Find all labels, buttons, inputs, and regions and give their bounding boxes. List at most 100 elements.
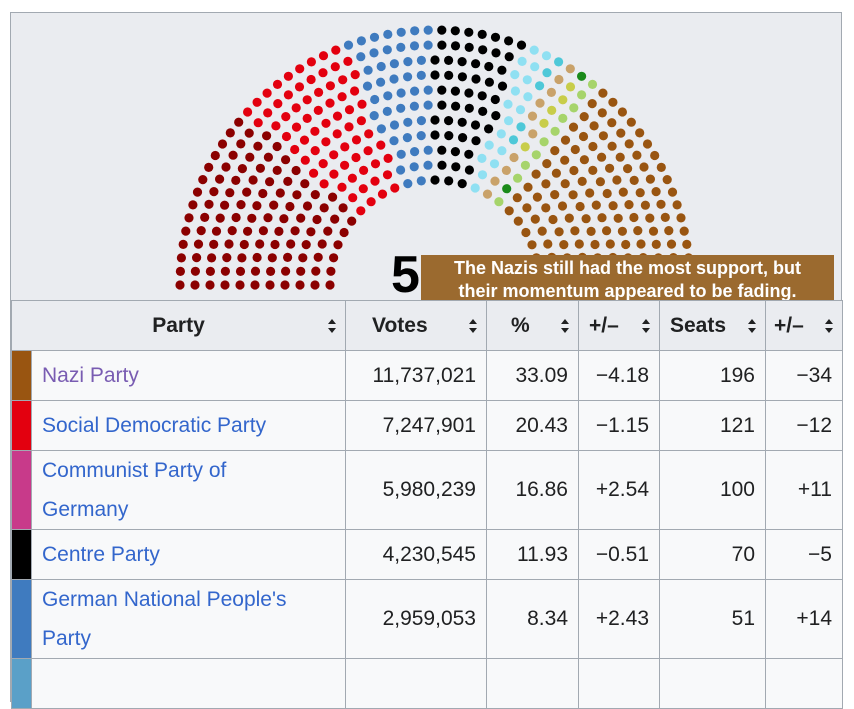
seat-dot bbox=[588, 165, 598, 175]
seat-dot bbox=[283, 90, 293, 100]
seat-dot bbox=[450, 86, 460, 96]
sort-icon[interactable] bbox=[747, 318, 757, 334]
seat-dot bbox=[530, 62, 540, 72]
table-row: Social Democratic Party 7,247,901 20.43 … bbox=[11, 400, 843, 451]
seat-dot bbox=[539, 137, 549, 147]
seat-dot bbox=[178, 239, 188, 249]
seat-dot bbox=[326, 266, 336, 276]
seat-dot bbox=[679, 226, 689, 236]
seat-dot bbox=[291, 165, 301, 176]
seat-dot bbox=[602, 188, 612, 199]
sort-icon[interactable] bbox=[560, 318, 570, 334]
seat-dot bbox=[437, 145, 447, 155]
column-header-party[interactable]: Party bbox=[11, 300, 346, 351]
seats-cell: 70 bbox=[659, 529, 766, 580]
seat-dot bbox=[530, 214, 540, 224]
seat-dot bbox=[416, 116, 426, 126]
seat-dot bbox=[444, 55, 454, 65]
seat-dot bbox=[358, 184, 368, 194]
seat-dot bbox=[423, 160, 433, 170]
seat-dot bbox=[332, 111, 343, 121]
seat-dot bbox=[258, 188, 268, 199]
seat-dot bbox=[612, 175, 622, 185]
seat-dot bbox=[343, 56, 353, 66]
seat-dot bbox=[298, 253, 308, 263]
seat-dot bbox=[662, 175, 672, 185]
seat-dot bbox=[617, 107, 628, 117]
column-header-seat-change[interactable]: +/– bbox=[765, 300, 843, 351]
column-header-percent[interactable]: % bbox=[486, 300, 579, 351]
seat-dot bbox=[225, 188, 235, 198]
sort-icon[interactable] bbox=[641, 318, 651, 334]
seat-dot bbox=[281, 155, 291, 165]
seat-dot bbox=[457, 117, 467, 127]
seat-dot bbox=[515, 105, 526, 115]
seat-dot bbox=[333, 240, 343, 250]
seat-dot bbox=[340, 142, 350, 152]
seat-dot bbox=[184, 213, 194, 223]
party-cell: German National People's Party bbox=[31, 579, 346, 659]
tooltip-line-1: The Nazis still had the most support, bu… bbox=[453, 258, 802, 278]
party-link-kpd[interactable]: Communist Party of Germany bbox=[42, 459, 227, 521]
seat-dot bbox=[300, 155, 310, 165]
seat-dot bbox=[306, 227, 316, 237]
seat-dot bbox=[231, 175, 241, 185]
seat-dot bbox=[484, 77, 494, 87]
seat-dot bbox=[666, 239, 677, 249]
seat-dot bbox=[204, 199, 214, 209]
seat-dot bbox=[285, 201, 295, 212]
seat-dot bbox=[369, 111, 379, 121]
seat-dot bbox=[554, 74, 564, 85]
seat-dot bbox=[235, 266, 246, 276]
seat-dot bbox=[313, 105, 323, 115]
column-header-seats[interactable]: Seats bbox=[659, 300, 766, 351]
seat-dot bbox=[502, 184, 512, 194]
seat-dot bbox=[176, 253, 186, 263]
seat-dot bbox=[193, 239, 204, 249]
seat-dot bbox=[624, 139, 634, 149]
seat-dot bbox=[642, 139, 653, 149]
table-row: Centre Party 4,230,545 11.93 −0.51 70 −5 bbox=[11, 529, 843, 580]
seat-dot bbox=[370, 176, 380, 186]
seat-dot bbox=[629, 175, 639, 185]
seat-dot bbox=[457, 179, 467, 189]
sort-icon[interactable] bbox=[327, 318, 337, 334]
header-label: % bbox=[511, 313, 530, 337]
seat-dot bbox=[597, 152, 607, 162]
seat-dot bbox=[624, 200, 634, 210]
votes-cell bbox=[345, 658, 487, 709]
seat-dot bbox=[416, 70, 426, 80]
seat-dot bbox=[682, 239, 692, 249]
seat-dot bbox=[300, 179, 310, 189]
tooltip-line-2: their momentum appeared to be fading. bbox=[458, 281, 797, 301]
party-link-centre[interactable]: Centre Party bbox=[42, 543, 160, 566]
seat-dot bbox=[577, 176, 587, 186]
party-link-dnvp[interactable]: German National People's Party bbox=[42, 588, 287, 650]
seat-dot bbox=[215, 174, 225, 184]
seat-dot bbox=[464, 149, 474, 159]
seat-dot bbox=[222, 253, 232, 263]
column-header-votes[interactable]: Votes bbox=[345, 300, 487, 351]
sort-icon[interactable] bbox=[824, 318, 834, 334]
party-link-nazi[interactable]: Nazi Party bbox=[42, 364, 139, 387]
party-cell: Communist Party of Germany bbox=[31, 450, 346, 530]
seat-dot bbox=[250, 280, 260, 290]
sort-icon[interactable] bbox=[468, 318, 478, 334]
seat-change-cell: −34 bbox=[765, 350, 843, 401]
column-header-percent-change[interactable]: +/– bbox=[578, 300, 660, 351]
percent-cell bbox=[486, 658, 579, 709]
seat-dot bbox=[266, 266, 276, 276]
seat-dot bbox=[450, 147, 460, 157]
seat-dot bbox=[478, 45, 488, 55]
header-label: Votes bbox=[372, 313, 428, 337]
seat-dot bbox=[396, 27, 406, 37]
votes-cell: 11,737,021 bbox=[345, 350, 487, 401]
seat-dot bbox=[508, 135, 519, 145]
party-link-spd[interactable]: Social Democratic Party bbox=[42, 414, 267, 437]
seat-dot bbox=[321, 137, 331, 147]
seat-change-cell: −5 bbox=[765, 529, 843, 580]
seat-dot bbox=[370, 94, 380, 105]
seat-dot bbox=[491, 48, 501, 58]
seat-dot bbox=[221, 162, 231, 172]
seat-dot bbox=[295, 280, 305, 290]
